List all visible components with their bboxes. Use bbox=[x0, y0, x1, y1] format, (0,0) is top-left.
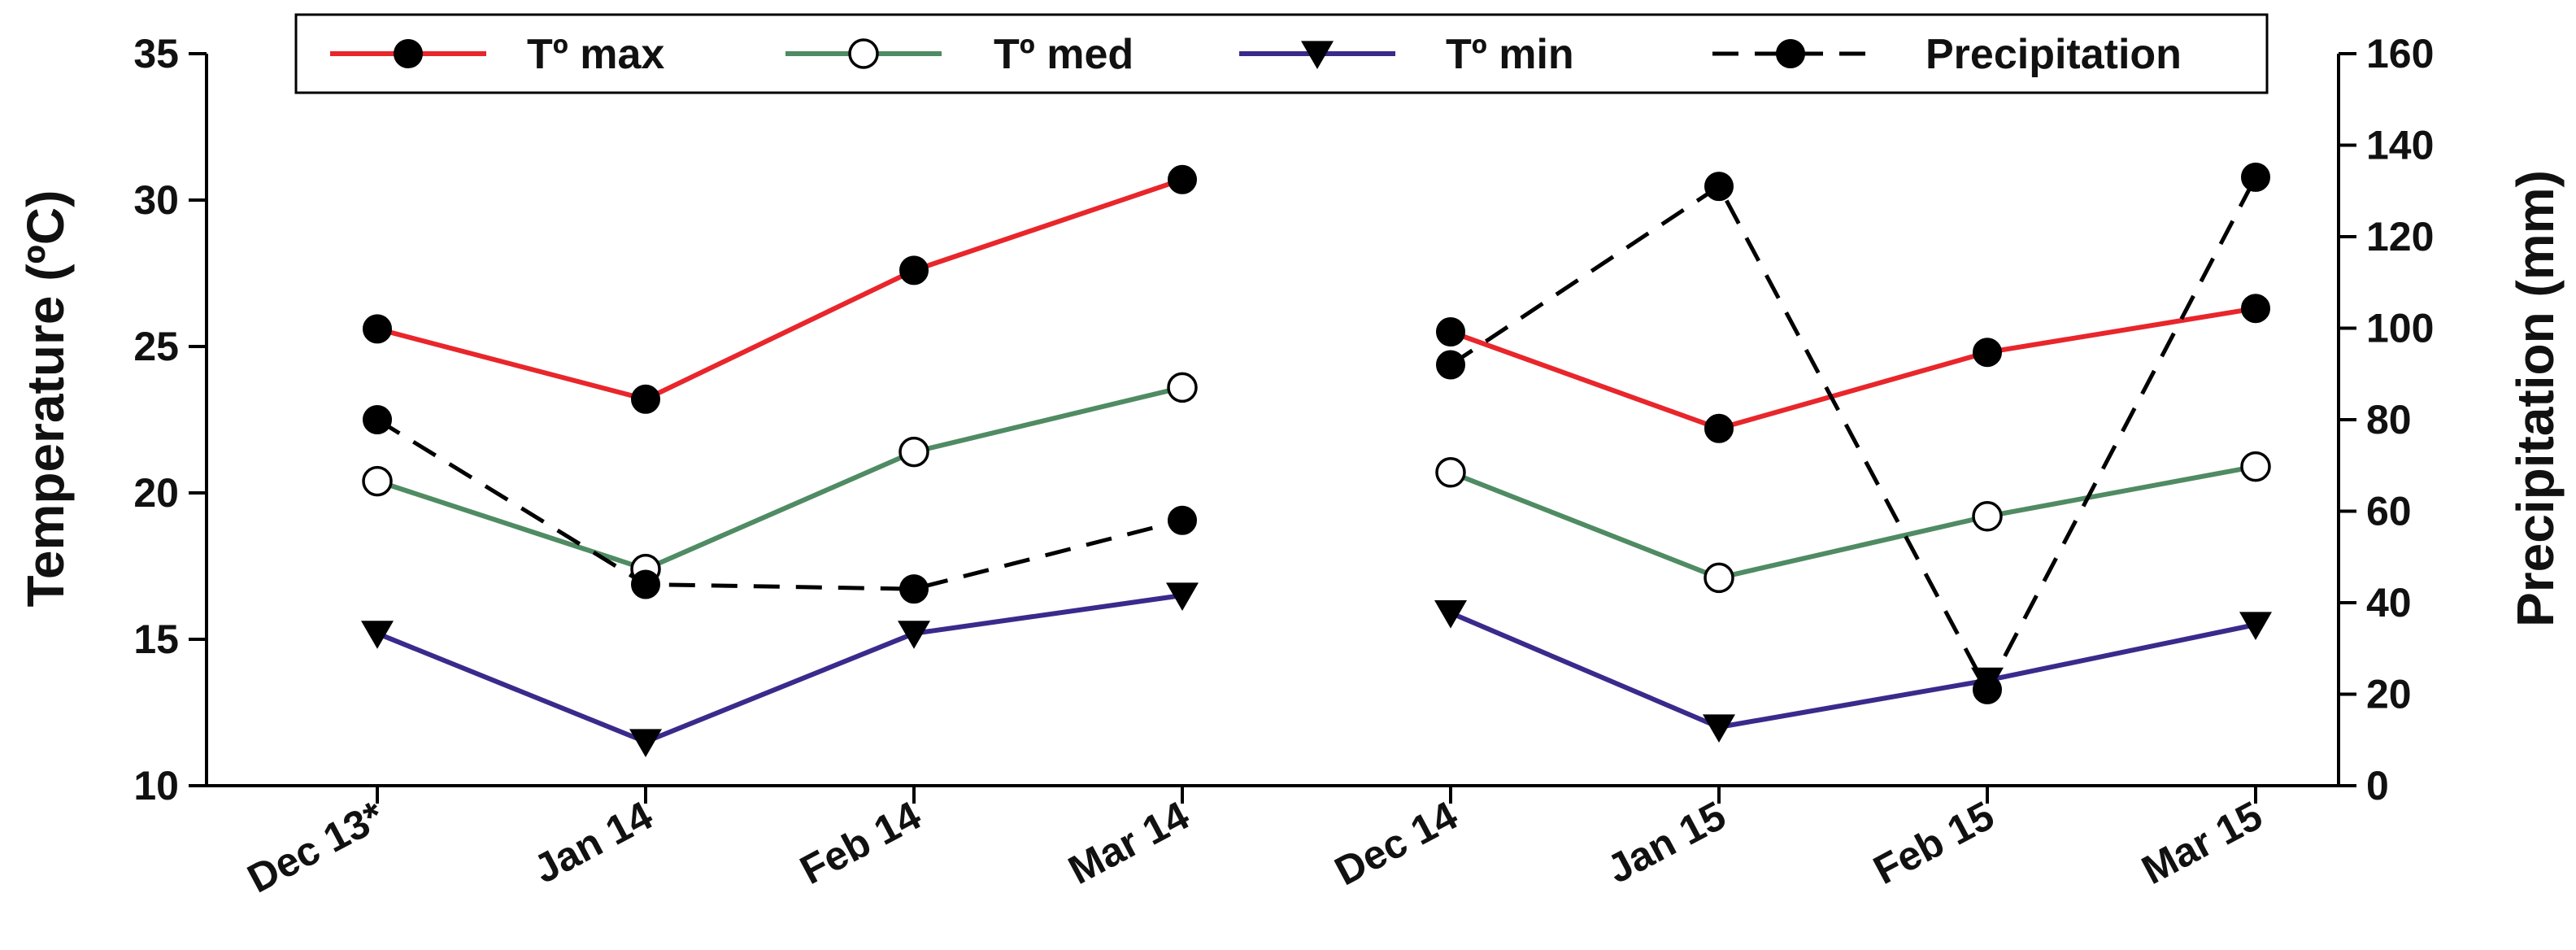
t-min-point bbox=[2239, 612, 2272, 640]
x-tick-label: Feb 14 bbox=[793, 792, 928, 893]
legend: Tº max Tº med Tº min Precipitation bbox=[294, 13, 2269, 94]
t-med-line bbox=[1449, 464, 2256, 581]
right-tick-label: 80 bbox=[2366, 397, 2412, 442]
t-min-point bbox=[361, 621, 394, 649]
t-med-point bbox=[362, 465, 393, 497]
legend-precipitation-marker bbox=[1776, 39, 1805, 68]
t-max-point bbox=[899, 255, 929, 285]
legend-precipitation-label: Precipitation bbox=[1925, 31, 2182, 78]
left-tick-label: 25 bbox=[133, 324, 179, 369]
left-tick-label: 35 bbox=[133, 31, 179, 76]
right-tick-label: 160 bbox=[2366, 31, 2434, 76]
t-max-point bbox=[363, 314, 392, 344]
right-tick-label: 140 bbox=[2366, 123, 2434, 168]
t-max-point bbox=[1168, 164, 1197, 194]
precipitation-point bbox=[1168, 505, 1197, 535]
t-med-point bbox=[1167, 372, 1198, 403]
left-axis-label: Temperature (ºC) bbox=[16, 190, 75, 608]
t-min-point bbox=[1434, 600, 1467, 629]
right-axis-label: Precipitation (mm) bbox=[2506, 170, 2565, 627]
precipitation-point bbox=[1973, 674, 2002, 704]
t-med-line bbox=[376, 385, 1183, 572]
x-tick-label: Mar 14 bbox=[1061, 792, 1196, 893]
left-tick-label: 20 bbox=[133, 470, 179, 516]
t-med-point bbox=[1704, 562, 1734, 594]
precipitation-point bbox=[2241, 162, 2270, 192]
t-max-point bbox=[2241, 294, 2270, 324]
t-min-point bbox=[1703, 714, 1735, 743]
legend-t-max-marker bbox=[394, 39, 423, 68]
precipitation-point bbox=[899, 574, 929, 604]
right-tick-label: 0 bbox=[2366, 763, 2389, 808]
right-tick-label: 120 bbox=[2366, 214, 2434, 259]
t-max-point bbox=[1704, 413, 1734, 443]
precipitation-point bbox=[1436, 350, 1465, 380]
t-max-line bbox=[376, 176, 1183, 402]
left-tick-label: 15 bbox=[133, 617, 179, 662]
t-med-point bbox=[1972, 501, 2003, 532]
t-min-point bbox=[629, 729, 662, 757]
x-tick-label: Jan 14 bbox=[526, 792, 659, 892]
right-tick-label: 40 bbox=[2366, 580, 2412, 625]
legend-t-max-label: Tº max bbox=[527, 31, 664, 78]
precipitation-line bbox=[1449, 176, 2258, 692]
t-med-point bbox=[899, 436, 929, 468]
t-min-line bbox=[1449, 610, 2256, 730]
precipitation-point bbox=[363, 405, 392, 434]
precipitation-point bbox=[1704, 172, 1734, 202]
x-tick-label: Dec 13* bbox=[240, 792, 391, 902]
x-tick-label: Dec 14 bbox=[1328, 792, 1465, 894]
legend-t-min-marker bbox=[1301, 41, 1334, 69]
t-min-point bbox=[1166, 582, 1199, 611]
t-max-point bbox=[1973, 338, 2002, 368]
legend-t-min-label: Tº min bbox=[1446, 31, 1574, 78]
axes: 10 15 20 25 30 35 0 20 40 60 80 100 120 140 160 Dec 13*… bbox=[133, 31, 2434, 902]
x-tick-label: Feb 15 bbox=[1866, 792, 2001, 893]
t-max-line bbox=[1449, 306, 2256, 431]
x-tick-label: Mar 15 bbox=[2134, 792, 2269, 893]
x-tick-label: Jan 15 bbox=[1599, 792, 1733, 892]
left-tick-label: 10 bbox=[133, 763, 179, 808]
t-min-point bbox=[898, 621, 930, 649]
right-tick-label: 60 bbox=[2366, 489, 2412, 534]
right-tick-label: 20 bbox=[2366, 672, 2412, 717]
precipitation-line bbox=[376, 417, 1183, 591]
t-max-point bbox=[1436, 317, 1465, 346]
left-tick-label: 30 bbox=[133, 177, 179, 223]
legend-t-med-label: Tº med bbox=[994, 31, 1134, 78]
t-med-point bbox=[1435, 457, 1466, 488]
t-med-point bbox=[2240, 451, 2271, 482]
precipitation-point bbox=[631, 569, 660, 599]
right-tick-label: 100 bbox=[2366, 306, 2434, 351]
legend-t-med-marker bbox=[848, 38, 879, 69]
t-min-line bbox=[376, 593, 1183, 744]
series-layer bbox=[361, 162, 2272, 757]
t-max-point bbox=[631, 384, 660, 414]
